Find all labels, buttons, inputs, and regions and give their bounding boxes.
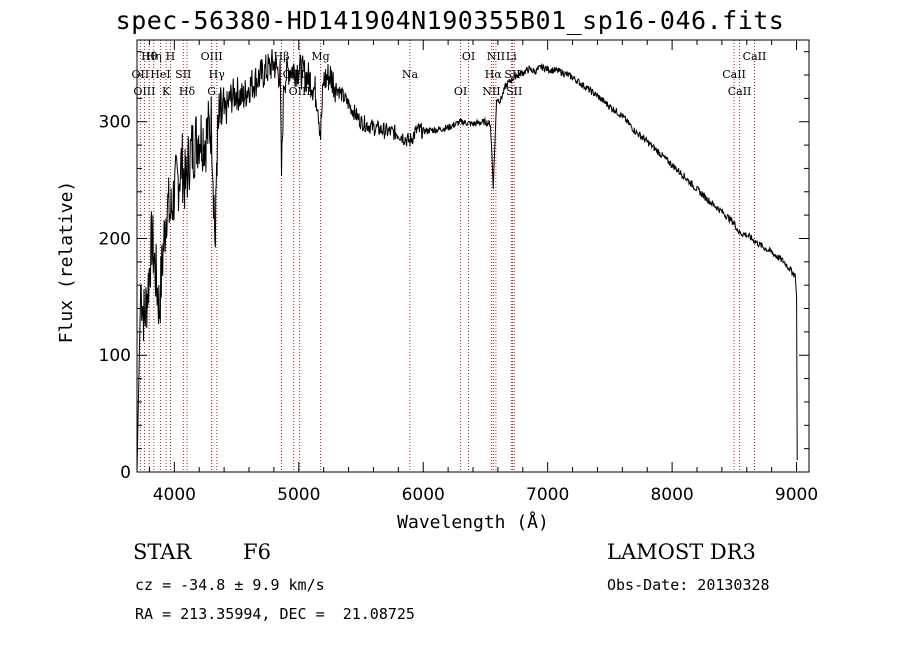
line-marker-label: OI xyxy=(454,85,467,98)
x-tick-label: 5000 xyxy=(277,485,320,505)
x-axis-label: Wavelength (Å) xyxy=(397,511,549,533)
line-marker-label: OIII xyxy=(289,85,311,98)
line-marker-label: G xyxy=(207,85,216,98)
object-class: STAR xyxy=(133,540,192,564)
y-tick-label: 300 xyxy=(99,113,131,133)
x-axis: 4000 5000 6000 7000 8000 9000 xyxy=(148,40,818,505)
survey-name: LAMOST DR3 xyxy=(607,540,756,564)
flux-series-line xyxy=(136,48,798,473)
x-tick-label: 8000 xyxy=(650,485,693,505)
observation-date: Obs-Date: 20130328 xyxy=(607,576,770,594)
x-tick-label: 4000 xyxy=(153,485,196,505)
y-tick-label: 0 xyxy=(120,463,131,483)
sky-coordinates: RA = 213.35994, DEC = 21.08725 xyxy=(135,605,415,623)
line-marker-label: K xyxy=(162,85,171,98)
line-marker-label: H xyxy=(166,50,176,63)
line-marker-label: Mg xyxy=(311,50,329,63)
redshift-velocity: cz = -34.8 ± 9.9 km/s xyxy=(135,576,325,594)
x-tick-label: 9000 xyxy=(775,485,818,505)
line-marker-label: OI xyxy=(462,50,475,63)
line-marker-labels: HθOIIOIIIHηHeIKHSIIHδOIIIHγGHβOIIIOIIIMg… xyxy=(132,50,767,98)
x-tick-label: 7000 xyxy=(526,485,569,505)
line-marker-label: Li xyxy=(506,50,517,63)
line-marker-label: OIII xyxy=(201,50,223,63)
line-marker-label: Na xyxy=(402,68,419,81)
y-axis-label: Flux (relative) xyxy=(56,181,77,344)
x-tick-label: 6000 xyxy=(402,485,445,505)
line-marker-label: SII xyxy=(175,68,191,81)
chart-title: spec-56380-HD141904N190355B01_sp16-046.f… xyxy=(115,6,785,35)
line-marker-label: SII xyxy=(506,85,522,98)
line-marker-label: NII xyxy=(482,85,500,98)
y-tick-label: 200 xyxy=(99,229,131,249)
line-marker-label: Hδ xyxy=(179,85,196,98)
y-axis: 0 100 200 300 xyxy=(99,51,809,483)
line-marker-label: SII xyxy=(504,68,520,81)
line-marker-label: CaII xyxy=(722,68,746,81)
line-marker-label: Hη xyxy=(146,50,162,63)
line-marker-label: Hα xyxy=(485,68,503,81)
plot-frame xyxy=(136,39,810,473)
line-marker-label: NII xyxy=(487,50,505,63)
line-marker-label: OIII xyxy=(133,85,155,98)
line-marker-label: Hθ xyxy=(141,50,158,63)
line-marker-label: CaII xyxy=(728,85,752,98)
line-marker-label: Hβ xyxy=(274,50,290,63)
line-marker-label: HeI xyxy=(150,68,170,81)
object-subclass: F6 xyxy=(243,540,271,564)
line-marker-label: OII xyxy=(132,68,150,81)
y-tick-label: 100 xyxy=(99,346,131,366)
line-marker-label: CaII xyxy=(743,50,767,63)
line-marker-label: Hγ xyxy=(209,68,226,81)
line-markers xyxy=(139,40,755,472)
